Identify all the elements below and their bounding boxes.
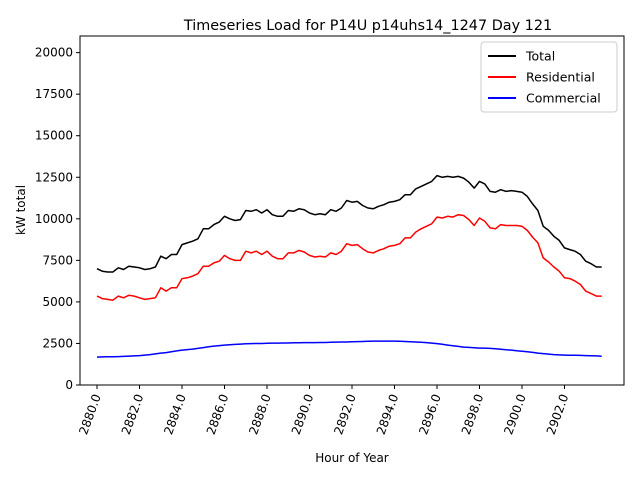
y-tick-label: 12500 xyxy=(35,170,73,184)
series-line-commercial xyxy=(96,340,602,358)
y-tick-label: 5000 xyxy=(42,295,73,309)
series-line-residential xyxy=(96,213,602,301)
x-tick-label: 2880.0 xyxy=(76,392,104,436)
chart-title: Timeseries Load for P14U p14uhs14_1247 D… xyxy=(183,18,552,34)
y-tick-label: 20000 xyxy=(35,46,73,60)
y-tick-label: 17500 xyxy=(35,87,73,101)
plot-lines xyxy=(96,174,602,358)
x-tick-label: 2884.0 xyxy=(161,392,189,436)
x-tick-label: 2898.0 xyxy=(459,392,487,436)
x-tick-label: 2890.0 xyxy=(289,392,317,436)
x-tick-label: 2900.0 xyxy=(501,392,529,436)
x-tick-label: 2886.0 xyxy=(204,392,232,436)
y-tick-label: 15000 xyxy=(35,129,73,143)
x-tick-label: 2902.0 xyxy=(544,392,572,436)
legend-box xyxy=(480,41,618,113)
x-tick-label: 2892.0 xyxy=(331,392,359,436)
y-tick-label: 2500 xyxy=(42,336,73,350)
x-tick-label: 2894.0 xyxy=(374,392,402,436)
y-axis: 0 2500 5000 7500 10000 12500 15000 17500 20000 xyxy=(35,46,80,392)
legend: Total Residential Commercial xyxy=(480,41,618,113)
y-tick-label: 10000 xyxy=(35,212,73,226)
x-axis: 2880.0 2882.0 2884.0 2886.0 2888.0 2890.0 2892… xyxy=(76,385,571,436)
y-tick-label: 7500 xyxy=(42,253,73,267)
x-tick-label: 2896.0 xyxy=(416,392,444,436)
x-axis-label: Hour of Year xyxy=(315,451,389,465)
legend-label-commercial: Commercial xyxy=(526,91,601,106)
legend-label-residential: Residential xyxy=(526,70,595,85)
y-tick-label: 0 xyxy=(65,378,73,392)
series-line-total xyxy=(96,174,602,273)
x-tick-label: 2888.0 xyxy=(246,392,274,436)
y-axis-label: kW total xyxy=(14,185,28,235)
legend-label-total: Total xyxy=(525,49,555,64)
x-tick-label: 2882.0 xyxy=(119,392,147,436)
